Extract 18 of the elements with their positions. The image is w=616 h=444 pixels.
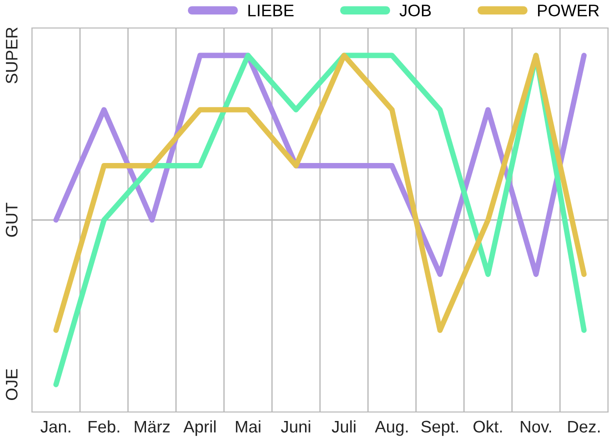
legend-label: LIEBE [248,4,294,16]
x-tick-label: April [183,420,216,436]
x-tick-label: März [134,420,170,433]
legend-label: POWER [538,4,599,16]
text: OJE [6,369,18,400]
x-tick-label: Nov. [520,420,551,433]
x-tick-label: Juli [332,420,356,433]
x-tick-label: Aug. [374,420,408,436]
x-tick-label: Sept. [421,420,458,436]
x-tick-label: Juni [280,420,310,433]
x-tick-label: Jan. [40,420,70,433]
text: GUT [6,202,18,237]
legend-label: JOB [400,4,431,16]
text: SUPER [6,27,18,84]
x-tick-label: Mai [236,420,260,433]
x-tick-label: Feb. [88,420,120,433]
x-tick-label: Dez. [568,420,600,433]
x-tick-label: Okt. [474,420,502,433]
